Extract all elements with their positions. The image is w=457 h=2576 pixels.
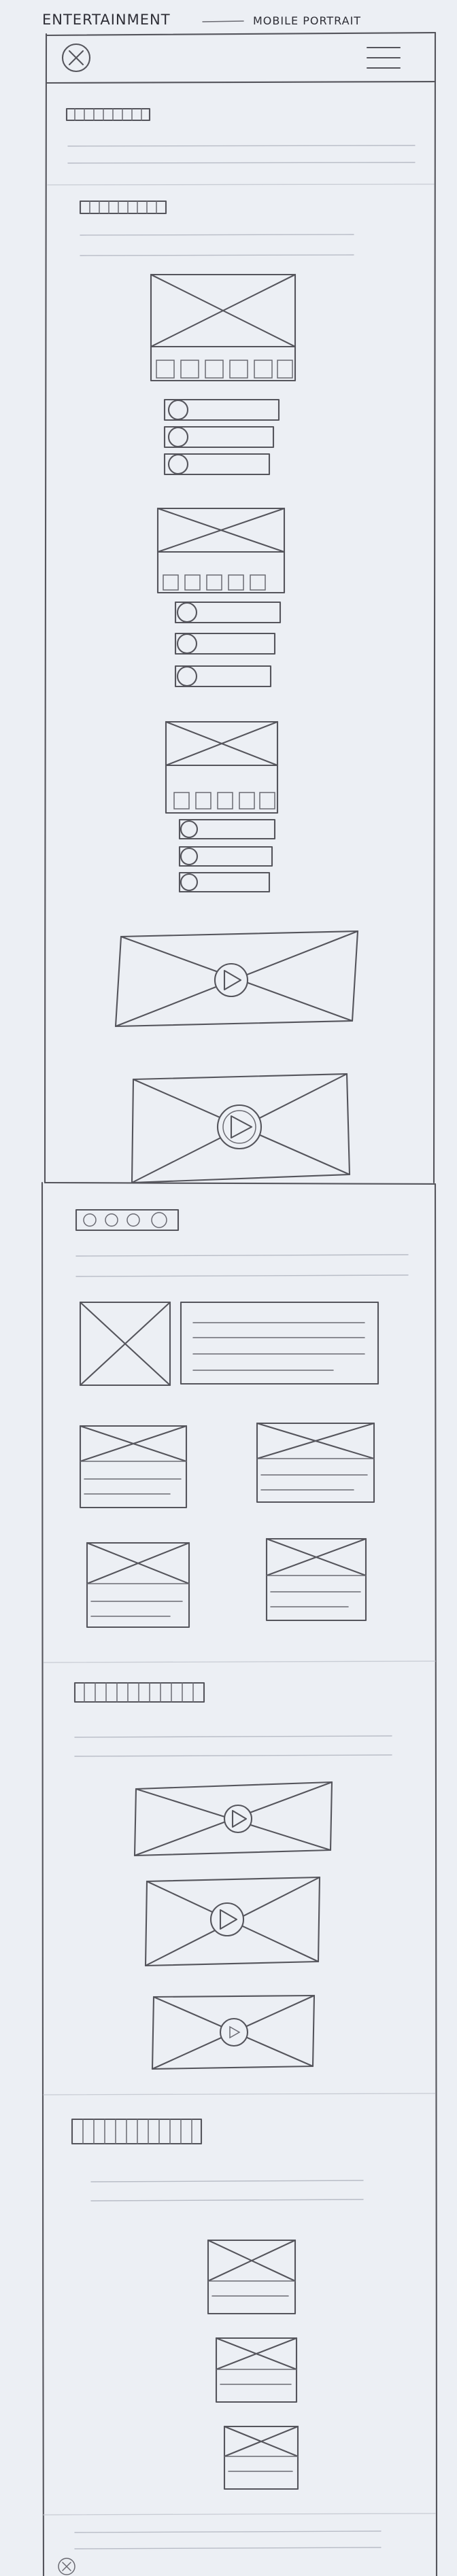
gallery-section xyxy=(71,2118,364,2201)
play-icon[interactable] xyxy=(223,1804,253,1834)
phone-frame-lower xyxy=(41,1181,438,2576)
list-item-icon xyxy=(176,602,198,623)
section-divider xyxy=(43,2093,436,2095)
video-thumbnail[interactable] xyxy=(114,930,359,1028)
list-item[interactable] xyxy=(178,846,273,867)
list-item-icon xyxy=(180,847,199,866)
videos-heading-squiggle xyxy=(73,1682,205,1703)
news-text-line xyxy=(75,1274,409,1277)
intro-section xyxy=(47,107,435,186)
title-dash xyxy=(202,20,244,22)
section-divider xyxy=(43,2513,436,2516)
section-divider xyxy=(43,1660,436,1663)
news-heading-squiggle xyxy=(75,1208,180,1232)
sketch-title: ENTERTAINMENT xyxy=(42,12,171,28)
play-icon[interactable] xyxy=(214,962,249,998)
news-grid-item[interactable] xyxy=(86,1542,190,1629)
list-item-icon xyxy=(176,633,198,655)
list-item-icon xyxy=(176,665,198,687)
list-item-icon xyxy=(167,399,189,421)
video-thumbnail[interactable] xyxy=(131,1073,351,1184)
feature-card[interactable] xyxy=(165,720,279,893)
gallery-item[interactable] xyxy=(207,2239,297,2315)
featured-section xyxy=(79,200,354,256)
feature-card[interactable] xyxy=(150,273,297,476)
card-thumbnail-strip xyxy=(156,551,286,594)
news-grid-item[interactable] xyxy=(79,1425,188,1509)
news-grid-item[interactable] xyxy=(265,1537,367,1622)
video-thumbnail[interactable] xyxy=(144,1876,321,1967)
news-featured-image xyxy=(79,1301,171,1387)
featured-text-line xyxy=(80,234,354,236)
list-item[interactable] xyxy=(174,665,272,688)
list-item[interactable] xyxy=(178,871,271,893)
header-bar xyxy=(61,43,401,73)
list-item[interactable] xyxy=(178,818,276,840)
close-icon[interactable] xyxy=(61,43,91,73)
intro-heading-squiggle xyxy=(65,107,151,122)
section-divider xyxy=(47,184,435,186)
video-thumbnail[interactable] xyxy=(133,1781,333,1857)
featured-text-line xyxy=(80,254,354,256)
footer-logo-icon[interactable] xyxy=(58,2558,75,2575)
play-icon[interactable] xyxy=(209,1902,245,1937)
feature-card[interactable] xyxy=(156,507,286,688)
news-featured-item[interactable] xyxy=(79,1301,379,1387)
play-icon[interactable] xyxy=(216,1104,263,1150)
news-text-line xyxy=(75,1254,409,1257)
phone-frame-upper xyxy=(44,31,437,1184)
gallery-item[interactable] xyxy=(223,2425,299,2490)
list-item-icon xyxy=(180,873,199,892)
gallery-heading-squiggle xyxy=(71,2118,203,2145)
list-item-icon xyxy=(167,426,189,448)
card-thumbnail-strip xyxy=(150,345,297,382)
list-item[interactable] xyxy=(163,453,271,476)
list-item-icon xyxy=(180,820,199,839)
news-grid-item[interactable] xyxy=(256,1422,375,1503)
featured-heading-squiggle xyxy=(79,200,167,215)
videos-text-line xyxy=(74,1754,392,1757)
list-item[interactable] xyxy=(174,632,276,655)
intro-text-line xyxy=(67,145,416,147)
news-grid xyxy=(79,1422,375,1629)
intro-text-line xyxy=(67,162,416,164)
footer-text-line xyxy=(74,2530,382,2533)
sketch-subtitle: MOBILE PORTRAIT xyxy=(253,14,361,27)
news-section xyxy=(75,1208,409,1277)
gallery-text-line xyxy=(90,2180,364,2182)
video-thumbnail[interactable] xyxy=(151,1994,316,2070)
list-item[interactable] xyxy=(163,425,275,449)
list-item-icon xyxy=(167,453,189,475)
hamburger-menu-icon[interactable] xyxy=(366,46,401,69)
videos-section xyxy=(73,1682,392,1757)
gallery-text-line xyxy=(90,2199,364,2201)
card-thumbnail-strip xyxy=(165,764,279,814)
gallery-item[interactable] xyxy=(215,2337,298,2403)
list-item[interactable] xyxy=(174,601,282,624)
videos-text-line xyxy=(74,1735,392,1738)
footer xyxy=(58,2530,382,2575)
news-featured-text xyxy=(180,1301,379,1385)
footer-text-line xyxy=(74,2547,382,2549)
list-item[interactable] xyxy=(163,398,280,421)
play-icon[interactable] xyxy=(219,2017,249,2047)
